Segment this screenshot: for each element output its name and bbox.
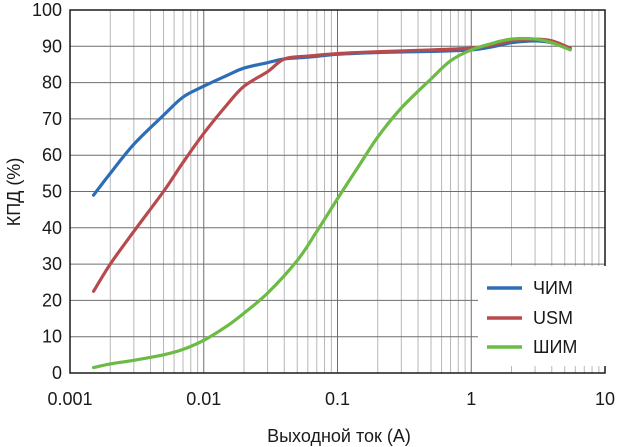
y-tick-label: 20: [42, 290, 62, 310]
x-tick-labels: 0.001 0.01 0.1 1 10: [47, 389, 615, 409]
series-line-3: [91, 36, 572, 370]
y-tick-label: 70: [42, 109, 62, 129]
series-line-2: [91, 37, 572, 293]
x-tick-label: 0.001: [47, 389, 92, 409]
y-tick-label: 40: [42, 218, 62, 238]
y-tick-label: 100: [32, 0, 62, 20]
x-tick-label: 0.01: [186, 389, 221, 409]
x-tick-label: 1: [466, 389, 476, 409]
x-axis-label: Выходной ток (А): [267, 426, 411, 446]
plot-frame: [69, 9, 606, 374]
legend-box: [478, 266, 606, 366]
y-tick-label: 80: [42, 73, 62, 93]
x-tick-label: 10: [595, 389, 615, 409]
legend-label: ШИМ: [533, 337, 577, 357]
y-tick-label: 60: [42, 145, 62, 165]
x-tick-label: 0.1: [325, 389, 350, 409]
y-tick-label: 50: [42, 182, 62, 202]
y-tick-label: 0: [52, 363, 62, 383]
y-tick-label: 90: [42, 36, 62, 56]
series-line-1: [91, 39, 572, 197]
legend-label: ЧИМ: [533, 278, 573, 298]
legend-label: USM: [533, 308, 573, 328]
y-axis-label: КПД (%): [4, 158, 24, 227]
series-lines: [91, 36, 572, 370]
legend: ЧИМ USM ШИМ: [487, 278, 577, 357]
y-tick-label: 10: [42, 327, 62, 347]
y-tick-label: 30: [42, 254, 62, 274]
y-tick-labels: 0 10 20 30 40 50 60 70 80 90 100: [32, 0, 62, 383]
